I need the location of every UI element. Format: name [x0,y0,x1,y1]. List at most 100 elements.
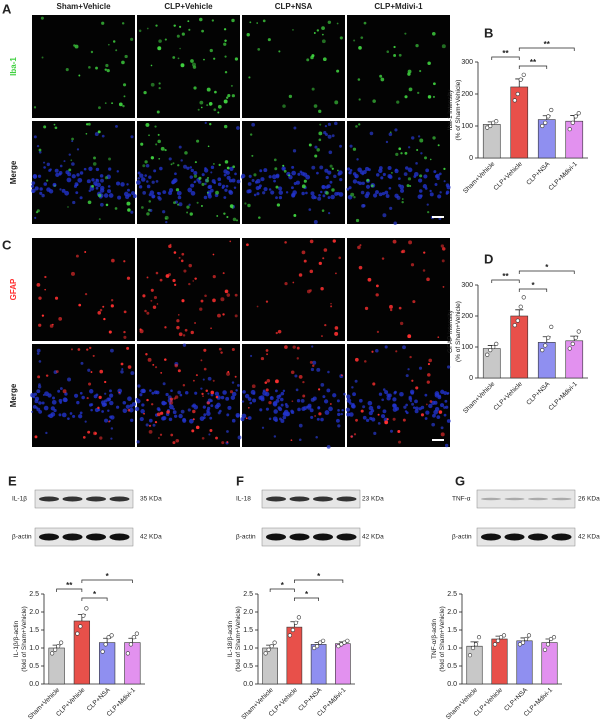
nucleus [178,145,182,149]
cell [404,32,407,35]
nucleus [234,172,237,176]
x-tick-label: CLP+Vehicle [492,380,524,412]
data-point [100,649,105,654]
data-point [287,633,292,638]
nucleus [91,178,95,182]
cell [284,241,287,244]
band [266,533,286,541]
nucleus [37,385,42,389]
nucleus [34,396,40,401]
cell [290,370,295,375]
nucleus [226,430,229,433]
nucleus [418,189,423,193]
cell [419,138,424,143]
cell [331,188,335,192]
nucleus [270,190,275,195]
cell [265,349,269,352]
nucleus [228,189,233,194]
nucleus [425,410,430,415]
cell [160,146,165,151]
cell [195,374,198,377]
data-point [576,111,581,116]
y-tick-label: 2.5 [29,591,39,598]
cell [146,212,150,216]
cell [142,294,146,298]
cell [173,24,176,27]
cell [101,21,105,25]
data-point [488,123,493,129]
nucleus [340,412,344,416]
cell [187,20,190,23]
cell [256,22,258,24]
nucleus [231,391,237,397]
cell [164,148,167,152]
cell [222,313,225,316]
cell [38,148,42,152]
cell [330,302,332,305]
nucleus [168,157,172,161]
cell [146,27,149,30]
band [504,497,525,501]
cell [33,106,37,109]
nucleus [352,392,357,397]
nucleus [236,414,240,418]
nucleus [162,210,166,214]
nucleus [255,185,260,191]
nucleus [328,150,333,155]
x-tick-label: CLP+NSA [86,686,112,712]
nucleus [377,422,381,425]
cell [209,429,213,433]
cell [226,293,231,297]
blot-label: β-actin [452,534,472,541]
nucleus [151,391,155,395]
nucleus [292,149,297,153]
bar [98,642,116,685]
nucleus [440,389,445,395]
nucleus [169,404,174,410]
cell [216,215,219,217]
cell [284,282,288,286]
nucleus [310,415,314,419]
nucleus [139,173,144,178]
cell [75,254,79,258]
cell [97,311,101,315]
cell [323,248,328,252]
cell [206,401,210,405]
nucleus [213,181,217,185]
cell [158,82,161,85]
nucleus [52,396,56,400]
cell [86,348,89,351]
cell [357,245,361,250]
nucleus [43,405,49,411]
nucleus [46,187,51,192]
cell [404,95,408,99]
nucleus [217,411,221,415]
cell [417,91,420,95]
nucleus [190,168,194,173]
cell [148,200,152,203]
nucleus [295,180,300,185]
band [551,533,572,541]
micrograph [137,344,240,447]
nucleus [104,399,108,403]
nucleus [250,389,256,395]
nucleus [180,159,183,162]
data-point [518,77,523,82]
nucleus [382,409,387,414]
cell [264,381,268,384]
cell [395,350,398,353]
cell [194,161,197,164]
nucleus [405,374,409,378]
nucleus [384,345,388,349]
nucleus [115,124,118,128]
cell [292,28,294,31]
nucleus [210,165,215,170]
cell [226,166,230,170]
cell [318,412,322,416]
cell [389,131,392,134]
nucleus [253,193,257,197]
nucleus [251,122,256,127]
cell [442,286,445,288]
cell [380,77,385,82]
nucleus [236,179,241,184]
